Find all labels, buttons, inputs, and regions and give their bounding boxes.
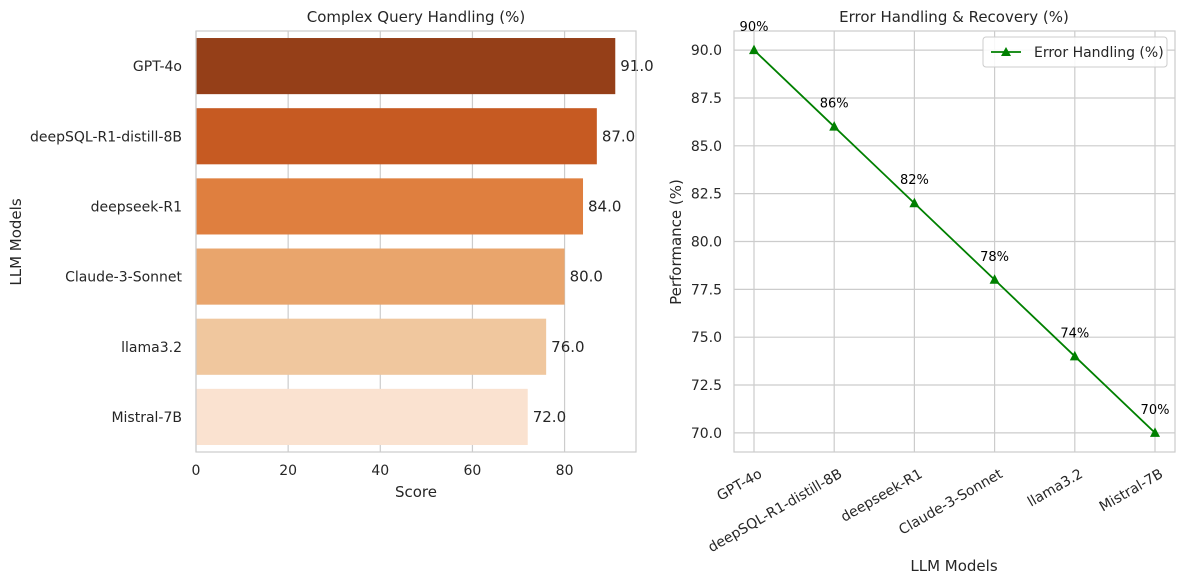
- line-y-tick-label: 75.0: [691, 330, 722, 346]
- bar-value-label: 80.0: [570, 268, 603, 286]
- bar-x-tick-label: 0: [192, 463, 201, 479]
- point-value-label: 90%: [740, 20, 769, 35]
- bar: [196, 388, 528, 445]
- bar: [196, 248, 565, 305]
- line-y-tick-label: 70.0: [691, 426, 722, 442]
- bar: [196, 178, 584, 235]
- triangle-marker: [749, 44, 759, 55]
- series-line: [753, 49, 1156, 434]
- legend-box: [982, 36, 1168, 68]
- bar-chart-bars: 91.0 87.0 84.0 80.0 76.0 72.0: [196, 38, 654, 445]
- bar-chart-title: Complex Query Handling (%): [307, 8, 526, 26]
- line-chart-series: 90% 86% 82% 78% 74% 70%: [740, 20, 1170, 437]
- bar-y-tick-label: deepSQL-R1-distill-8B: [30, 129, 182, 145]
- line-y-tick-label: 85.0: [691, 139, 722, 155]
- bar-chart-x-axis-label: Score: [395, 483, 437, 501]
- line-y-tick-label: 87.5: [691, 91, 722, 107]
- point-value-label: 82%: [900, 173, 929, 188]
- bar-value-label: 91.0: [620, 57, 653, 75]
- bar-value-label: 72.0: [533, 408, 566, 426]
- line-chart-frame: [733, 30, 1176, 453]
- triangle-marker: [989, 274, 1000, 284]
- line-y-tick-label: 77.5: [691, 282, 722, 298]
- bar: [196, 108, 597, 165]
- point-value-label: 70%: [1141, 403, 1170, 418]
- bar-chart-y-axis-label: LLM Models: [7, 198, 25, 285]
- triangle-marker: [1150, 427, 1160, 437]
- line-y-tick-label: 72.5: [691, 378, 722, 394]
- triangle-marker: [909, 197, 920, 208]
- bar: [196, 318, 547, 375]
- bar-x-tick-label: 20: [279, 463, 297, 479]
- line-y-tick-label: 82.5: [691, 187, 722, 203]
- bar-chart-panel: 91.0 87.0 84.0 80.0 76.0 72.0 0 20 40 60 80 GPT-4…: [7, 8, 654, 501]
- triangle-marker: [829, 121, 840, 131]
- line-chart-x-axis-label: LLM Models: [910, 557, 997, 575]
- bar-value-label: 76.0: [551, 338, 584, 356]
- bar-x-tick-label: 40: [371, 463, 389, 479]
- bar-chart-frame: [195, 30, 637, 453]
- bar: [196, 38, 616, 95]
- legend-triangle-marker-icon: [1001, 47, 1011, 56]
- line-y-tick-label: 80.0: [691, 235, 722, 251]
- line-chart-y-axis-label: Performance (%): [667, 179, 685, 305]
- line-chart-legend: Error Handling (%): [982, 36, 1168, 68]
- triangle-marker: [1069, 350, 1080, 361]
- bar-x-tick-label: 60: [464, 463, 482, 479]
- bar-value-label: 84.0: [588, 197, 621, 215]
- point-value-label: 78%: [980, 250, 1009, 265]
- bar-value-label: 87.0: [602, 127, 635, 145]
- bar-y-tick-label: Claude-3-Sonnet: [65, 270, 182, 286]
- bar-x-tick-label: 80: [556, 463, 574, 479]
- bar-y-tick-label: llama3.2: [121, 340, 182, 356]
- point-value-label: 86%: [820, 97, 849, 112]
- bar-y-tick-label: Mistral-7B: [111, 410, 182, 426]
- line-y-tick-label: 90.0: [691, 43, 722, 59]
- bar-chart-y-ticks: GPT-4o deepSQL-R1-distill-8B deepseek-R1 Cl…: [30, 59, 183, 426]
- point-value-label: 74%: [1060, 326, 1089, 341]
- line-chart-y-ticks: 70.0 72.5 75.0 77.5 80.0 82.5 85.0 87.5 90.0: [691, 43, 722, 442]
- line-chart-title: Error Handling & Recovery (%): [839, 8, 1069, 26]
- bar-y-tick-label: GPT-4o: [133, 59, 182, 75]
- bar-chart-x-ticks: 0 20 40 60 80: [192, 463, 574, 479]
- bar-y-tick-label: deepseek-R1: [91, 199, 182, 215]
- legend-label: Error Handling (%): [1034, 45, 1164, 61]
